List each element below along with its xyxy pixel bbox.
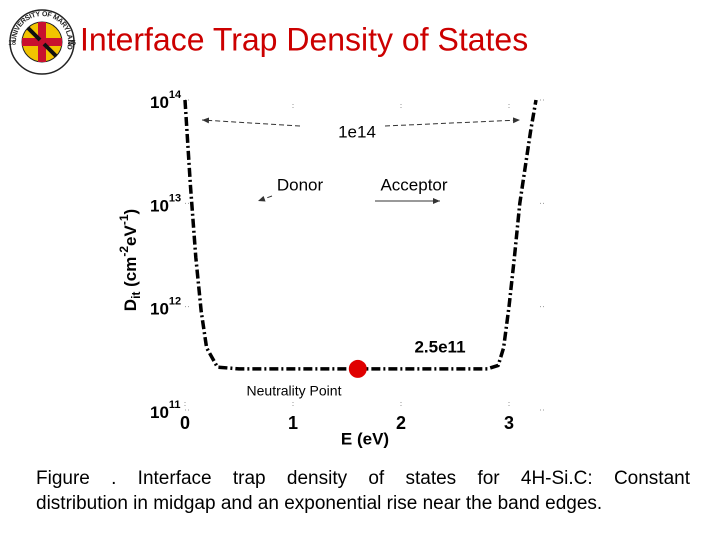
logo-stripes bbox=[26, 26, 58, 58]
y-tick-base: 10 bbox=[150, 93, 169, 112]
y-tick-exponent: 13 bbox=[169, 192, 181, 204]
y-tick-base: 10 bbox=[150, 403, 169, 422]
y-axis-label-part: it bbox=[129, 292, 143, 299]
x-tick-label: 2 bbox=[396, 413, 406, 433]
y-tick-exponent: 11 bbox=[169, 399, 181, 411]
logo-year: 18 bbox=[8, 40, 16, 47]
x-tick-label: 0 bbox=[180, 413, 190, 433]
y-tick-base: 10 bbox=[150, 300, 169, 319]
caption-line: distribution in midgap and an exponentia… bbox=[36, 493, 603, 514]
y-axis-label-part: (cm bbox=[121, 257, 140, 292]
y-tick-exponent: 14 bbox=[169, 89, 182, 101]
y-axis-label-part: -2 bbox=[117, 246, 131, 257]
neutrality-label: Neutrality Point bbox=[247, 383, 342, 399]
x-axis-label: E (eV) bbox=[341, 429, 389, 448]
annotation: Donor bbox=[277, 175, 324, 194]
y-axis-label-part: D bbox=[121, 299, 140, 311]
y-axis-label-part: ) bbox=[121, 209, 140, 215]
slide-title: Interface Trap Density of States bbox=[80, 21, 528, 57]
logo-year: 56 bbox=[68, 40, 76, 47]
arrow bbox=[384, 117, 521, 127]
neutrality-point bbox=[348, 359, 367, 378]
y-tick-base: 10 bbox=[150, 197, 169, 216]
caption-line: Figure . Interface trap density of state… bbox=[36, 468, 690, 489]
chart: UNIVERSITY OF MARYLAND 18 56 Interface T… bbox=[8, 9, 544, 448]
y-tick-label: 1011 bbox=[150, 399, 181, 423]
y-axis-label-part: -1 bbox=[117, 214, 131, 225]
y-tick-exponent: 12 bbox=[169, 296, 181, 308]
annotation: 1e14 bbox=[338, 122, 376, 141]
arrow bbox=[257, 195, 273, 202]
y-axis-label: Dit (cm-2eV-1) bbox=[117, 209, 143, 311]
x-tick-label: 3 bbox=[504, 413, 514, 433]
y-tick-label: 1013 bbox=[150, 192, 181, 216]
y-tick-label: 1012 bbox=[150, 296, 181, 320]
y-tick-label: 1014 bbox=[150, 89, 182, 113]
x-tick-label: 1 bbox=[288, 413, 298, 433]
logo: UNIVERSITY OF MARYLAND 18 56 bbox=[8, 9, 76, 75]
y-axis-label-part: eV bbox=[121, 224, 140, 245]
annotation: 2.5e11 bbox=[414, 337, 465, 356]
annotation: Acceptor bbox=[380, 175, 447, 194]
arrows bbox=[201, 117, 521, 204]
arrow bbox=[201, 117, 301, 127]
logo-cross bbox=[22, 22, 62, 62]
